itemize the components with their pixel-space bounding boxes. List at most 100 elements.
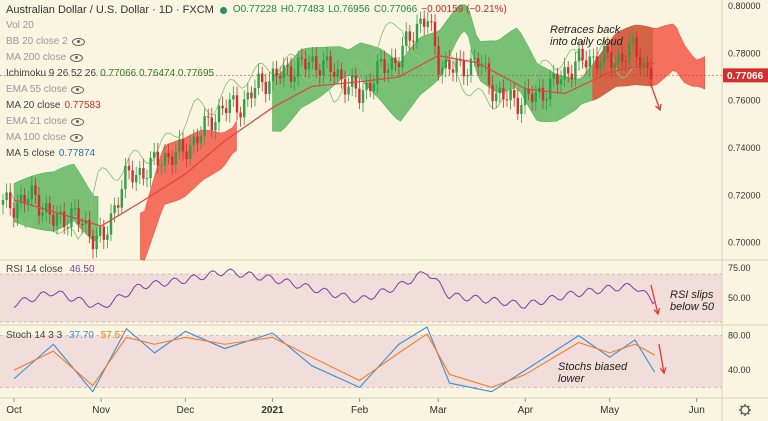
legend-label: EMA 55 close	[6, 84, 68, 95]
candle-body	[217, 105, 221, 123]
candle-body	[192, 136, 195, 145]
candle-body	[142, 168, 145, 179]
legend-item[interactable]: EMA 21 close	[6, 114, 214, 130]
candle-body	[99, 226, 102, 236]
legend-value: 0.77874	[58, 148, 96, 159]
gear-icon-tooth	[740, 412, 743, 415]
candle-body	[617, 53, 620, 64]
price-tick-label: 0.78000	[728, 48, 761, 58]
legend-label: EMA 21 close	[6, 116, 68, 127]
candle-body	[45, 203, 48, 213]
rsi-label: RSI 14 close	[6, 264, 63, 275]
candle-body	[635, 37, 638, 58]
candle-body	[462, 59, 465, 77]
candle-body	[621, 53, 624, 62]
time-tick-label: Jun	[689, 405, 705, 416]
time-axis: Oct Nov Dec 2021 Feb Mar Apr May Jun	[6, 398, 751, 416]
down-arrow-icon	[653, 308, 661, 316]
legend-label: Vol 20	[6, 20, 34, 31]
candle-body	[531, 93, 534, 102]
stoch-tick-label: 80.00	[728, 331, 751, 341]
candle-body	[466, 75, 469, 77]
eye-hidden-icon[interactable]	[71, 118, 85, 126]
time-tick-label: Dec	[177, 405, 195, 416]
candle-body	[523, 88, 527, 106]
candle-body	[491, 84, 494, 102]
candle-body	[412, 40, 415, 42]
eye-hidden-icon[interactable]	[70, 134, 84, 142]
candle-body	[437, 45, 440, 75]
down-arrow-icon	[655, 103, 662, 112]
candle-body	[102, 226, 105, 240]
legend-value: 0.77066 0.76474 0.77695	[100, 68, 215, 79]
ma20-line	[13, 54, 655, 227]
candle-body	[124, 165, 127, 190]
candle-body	[163, 152, 167, 166]
annotation-stoch-text: Stochs biased	[558, 361, 628, 373]
gear-icon-tooth	[747, 405, 750, 408]
time-tick-label: Mar	[430, 405, 448, 416]
candle-body	[131, 170, 134, 183]
rsi-value: 46.50	[69, 264, 95, 275]
legend-item[interactable]: MA 100 close	[6, 130, 214, 146]
candle-body	[135, 174, 138, 183]
legend-item[interactable]: EMA 55 close	[6, 82, 214, 98]
eye-hidden-icon[interactable]	[70, 54, 84, 62]
gear-icon-ring	[740, 405, 750, 415]
candle-body	[563, 67, 566, 80]
legend-item[interactable]: MA 5 close 0.77874	[6, 146, 214, 162]
time-tick-label: Nov	[92, 405, 110, 416]
candle-body	[361, 90, 365, 103]
candle-body	[214, 122, 217, 131]
candle-body	[423, 18, 426, 27]
candle-body	[145, 178, 149, 180]
candle-body	[300, 57, 303, 59]
candle-body	[397, 63, 401, 68]
candle-body	[257, 73, 260, 89]
candle-body	[279, 76, 282, 79]
legend-item[interactable]: BB 20 close 2	[6, 34, 214, 50]
candle-body	[48, 203, 51, 215]
candle-body	[225, 108, 228, 114]
rsi-tick-label: 75.00	[728, 263, 751, 273]
candle-body	[34, 185, 37, 195]
candle-body	[541, 87, 545, 101]
candle-body	[63, 211, 66, 228]
candle-body	[415, 23, 419, 42]
price-tick-label: 0.76000	[728, 96, 761, 106]
eye-hidden-icon[interactable]	[71, 86, 85, 94]
candle-body	[520, 105, 523, 114]
candle-body	[156, 151, 159, 166]
candle-body	[9, 192, 12, 209]
candle-body	[221, 105, 224, 109]
candle-body	[203, 116, 206, 136]
candle-body	[304, 58, 307, 70]
candle-body	[153, 151, 156, 158]
candle-body	[181, 139, 185, 152]
candle-body	[610, 52, 613, 68]
candle-body	[41, 212, 44, 216]
candle-body	[127, 165, 131, 171]
candle-body	[189, 144, 192, 159]
candle-body	[502, 87, 505, 100]
eye-hidden-icon[interactable]	[71, 38, 85, 46]
time-tick-label: May	[600, 405, 619, 416]
legend-item[interactable]: MA 20 close 0.77583	[6, 98, 214, 114]
legend-item[interactable]: Vol 20	[6, 18, 214, 34]
candle-body	[628, 43, 631, 62]
candle-body	[588, 56, 591, 68]
candle-body	[271, 68, 275, 82]
candle-body	[552, 73, 555, 79]
legend-label: MA 20 close	[6, 100, 61, 111]
candle-body	[495, 93, 498, 102]
candle-body	[473, 58, 476, 60]
stoch-k-line	[13, 326, 656, 393]
candle-body	[174, 151, 177, 165]
chart-title: Australian Dollar / U.S. Dollar · 1D · F…	[6, 4, 214, 16]
legend-item[interactable]: Ichimoku 9 26 52 26 0.77066 0.76474 0.776…	[6, 66, 214, 82]
candle-body	[167, 152, 170, 157]
candle-body	[322, 60, 325, 76]
legend-item[interactable]: MA 200 close	[6, 50, 214, 66]
last-price-tag	[723, 68, 768, 83]
